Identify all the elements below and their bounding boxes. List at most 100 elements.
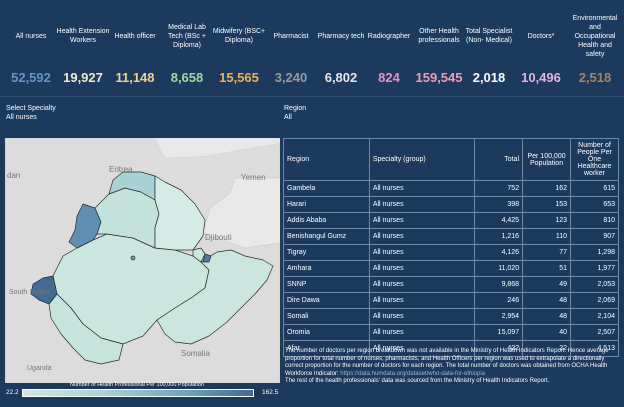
kpi-label: Medical Lab Tech (BSc + Diploma) xyxy=(168,23,206,49)
cell-region: SNNP xyxy=(283,276,370,293)
table-row[interactable]: Somali All nurses 2,954 48 2,104 xyxy=(283,308,619,325)
note-text-1: The number of doctors per region breakdo… xyxy=(285,348,609,377)
cell-per-100k: 48 xyxy=(522,292,572,309)
cell-specialty: All nurses xyxy=(368,228,476,245)
kpi-label: Pharmacy tech xyxy=(317,32,365,40)
header-per-100k[interactable]: Per 100,000 Population xyxy=(522,138,572,181)
methodology-note: The number of doctors per region breakdo… xyxy=(285,348,621,386)
label-uganda: Uganda xyxy=(27,365,52,372)
kpi-card: Health Extension Workers 19,927 xyxy=(56,0,110,96)
cell-specialty: All nurses xyxy=(368,276,476,293)
label-sudan: dan xyxy=(7,171,20,180)
cell-people-per-worker: 1,298 xyxy=(570,244,619,261)
cell-total: 9,868 xyxy=(474,276,524,293)
kpi-value: 2,018 xyxy=(472,70,506,85)
table-row[interactable]: Benishangul Gumz All nurses 1,216 110 907 xyxy=(283,228,619,245)
region-snnp[interactable] xyxy=(48,293,124,365)
kpi-card: Pharmacy tech 6,802 xyxy=(314,0,368,96)
cell-region: Gambela xyxy=(283,180,370,197)
cell-specialty: All nurses xyxy=(368,260,476,277)
cell-per-100k: 49 xyxy=(522,276,572,293)
legend-max: 162.5 xyxy=(262,389,279,396)
kpi-label: Environmental and Occupational Health an… xyxy=(572,14,618,58)
cell-total: 15,097 xyxy=(474,324,524,341)
kpi-value: 11,148 xyxy=(115,70,155,85)
red-sea xyxy=(155,138,280,158)
table-row[interactable]: Afar All nurses 422 22 4,513 xyxy=(283,340,619,357)
cell-people-per-worker: 4,513 xyxy=(570,340,619,357)
kpi-value: 3,240 xyxy=(274,70,308,85)
region-afar[interactable] xyxy=(154,175,206,251)
table-row[interactable]: Dire Dawa All nurses 246 48 2,069 xyxy=(283,292,619,309)
cell-per-100k: 40 xyxy=(522,324,572,341)
table-row[interactable]: Amhara All nurses 11,020 51 1,977 xyxy=(283,260,619,277)
cell-people-per-worker: 653 xyxy=(570,196,619,213)
kpi-card: All nurses 52,592 xyxy=(4,0,58,96)
cell-specialty: All nurses xyxy=(368,196,476,213)
cell-total: 11,020 xyxy=(474,260,524,277)
cell-region: Tigray xyxy=(283,244,370,261)
kpi-label: Midwifery (BSC+ Diploma) xyxy=(212,28,266,44)
kpi-label: Radiographer xyxy=(367,32,411,40)
kpi-card: Medical Lab Tech (BSc + Diploma) 8,658 xyxy=(160,0,214,96)
kpi-label: Other Health professionals xyxy=(418,28,460,44)
region-gambela[interactable] xyxy=(30,275,58,305)
kpi-label: All nurses xyxy=(15,32,47,40)
cell-total: 398 xyxy=(474,196,524,213)
kpi-value: 10,496 xyxy=(521,70,561,85)
cell-region: Harari xyxy=(283,196,370,213)
cell-specialty: All nurses xyxy=(368,308,476,325)
cell-people-per-worker: 2,507 xyxy=(570,324,619,341)
kpi-card: Environmental and Occupational Health an… xyxy=(568,0,622,96)
cell-region: Amhara xyxy=(283,260,370,277)
table-row[interactable]: Gambela All nurses 752 162 615 xyxy=(283,180,619,197)
label-south-sudan: South Sudan xyxy=(9,289,50,296)
kpi-value: 159,545 xyxy=(415,70,463,85)
cell-specialty: All nurses xyxy=(368,292,476,309)
kpi-card: Other Health professionals 159,545 xyxy=(412,0,466,96)
kpi-card: Radiographer 824 xyxy=(362,0,416,96)
header-total[interactable]: Total xyxy=(474,138,524,181)
header-region[interactable]: Region xyxy=(283,138,370,181)
specialty-filter[interactable]: Select Specialty All nurses xyxy=(6,104,56,122)
region-filter-label: Region xyxy=(284,105,307,112)
kpi-value: 15,565 xyxy=(219,70,259,85)
cell-per-100k: 77 xyxy=(522,244,572,261)
cell-per-100k: 123 xyxy=(522,212,572,229)
map-svg: dan Eritrea Yemen Djibouti Somalia South… xyxy=(5,138,280,383)
legend-min: 22.2 xyxy=(6,389,19,396)
kpi-value: 19,927 xyxy=(63,70,103,85)
cell-people-per-worker: 2,053 xyxy=(570,276,619,293)
header-divider xyxy=(0,96,624,97)
table-row[interactable]: SNNP All nurses 9,868 49 2,053 xyxy=(283,276,619,293)
kpi-card: Pharmacist 3,240 xyxy=(264,0,318,96)
region-harari[interactable] xyxy=(202,253,212,263)
cell-total: 4,425 xyxy=(474,212,524,229)
kpi-value: 52,592 xyxy=(11,70,51,85)
cell-people-per-worker: 907 xyxy=(570,228,619,245)
legend-title: Number of Health Professional Per 100,00… xyxy=(70,382,204,388)
table-row[interactable]: Harari All nurses 398 153 653 xyxy=(283,196,619,213)
cell-people-per-worker: 2,069 xyxy=(570,292,619,309)
region-somali[interactable] xyxy=(156,249,274,345)
ethiopia-map[interactable]: dan Eritrea Yemen Djibouti Somalia South… xyxy=(5,138,280,383)
cell-region: Oromia xyxy=(283,324,370,341)
cell-region: Dire Dawa xyxy=(283,292,370,309)
source-link[interactable]: https://data.humdata.org/dataset/who-dat… xyxy=(340,370,486,377)
region-dire-dawa[interactable] xyxy=(192,247,206,263)
table-row[interactable]: Tigray All nurses 4,126 77 1,298 xyxy=(283,244,619,261)
table-row[interactable]: Addis Ababa All nurses 4,425 123 810 xyxy=(283,212,619,229)
kpi-card: Health officer 11,148 xyxy=(108,0,162,96)
header-people-per-worker[interactable]: Number of People Per One Healthcare work… xyxy=(570,138,619,181)
cell-region: Afar xyxy=(283,340,370,357)
region-filter[interactable]: Region All xyxy=(284,104,306,122)
header-specialty[interactable]: Specialty (group) xyxy=(368,138,476,181)
kpi-label: Health officer xyxy=(114,32,156,40)
kpi-label: Pharmacist xyxy=(273,32,309,40)
cell-per-100k: 48 xyxy=(522,308,572,325)
region-addis-ababa[interactable] xyxy=(130,255,136,261)
specialty-filter-value[interactable]: All nurses xyxy=(6,114,37,121)
table-row[interactable]: Oromia All nurses 15,097 40 2,507 xyxy=(283,324,619,341)
cell-per-100k: 153 xyxy=(522,196,572,213)
region-filter-value[interactable]: All xyxy=(284,114,292,121)
